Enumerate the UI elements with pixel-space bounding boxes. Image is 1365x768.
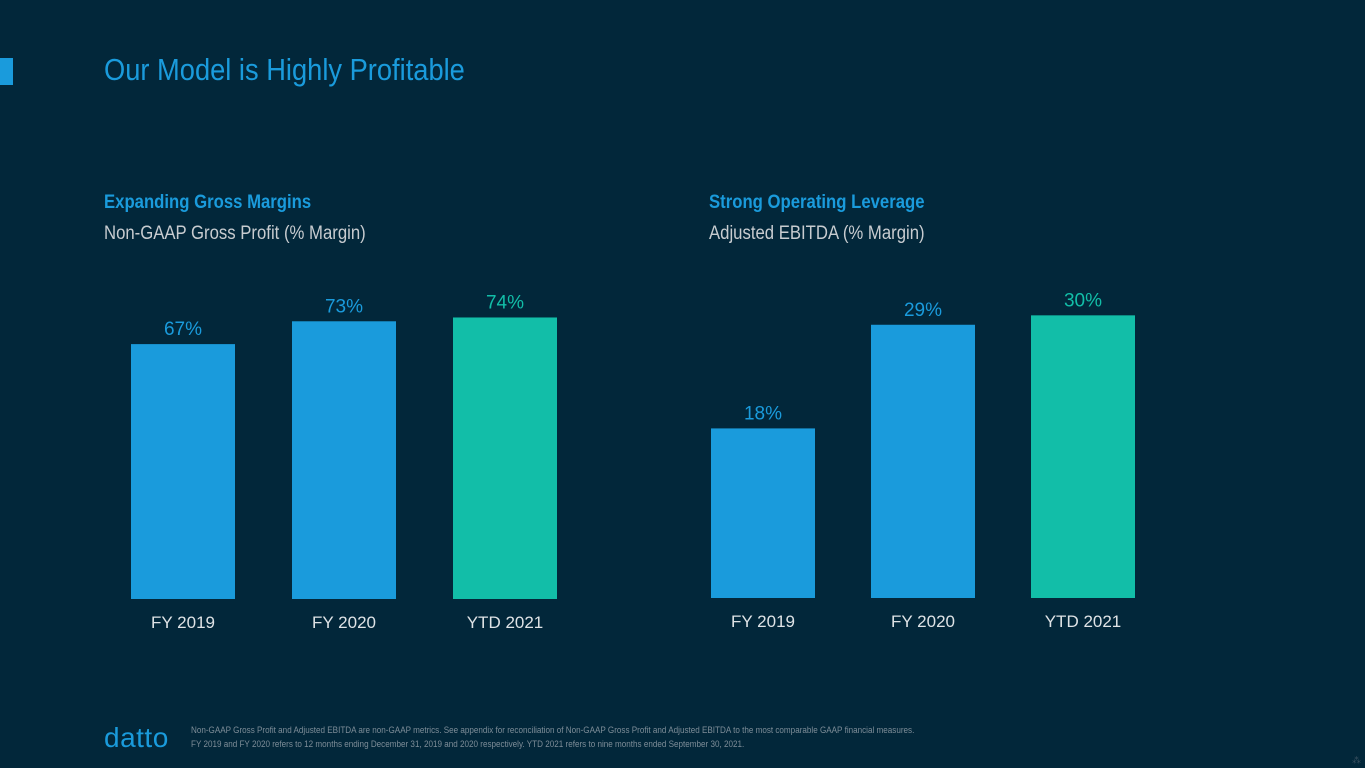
datto-logo: datto (104, 722, 169, 753)
ebitda-margin-value-label-ytd-2021: 30% (1064, 290, 1102, 311)
right-panel-subheading: Adjusted EBITDA (% Margin) (709, 223, 925, 244)
ebitda-margin-bar-fy-2020 (871, 324, 975, 598)
ebitda-margin-tick-label-fy-2020: FY 2020 (891, 612, 955, 631)
left-panel-heading: Expanding Gross Margins (104, 192, 312, 213)
gross-margin-value-label-fy-2019: 67% (164, 319, 202, 340)
gross-margin-value-label-ytd-2021: 74% (486, 292, 524, 313)
gross-margin-bar-fy-2019 (131, 344, 235, 599)
footnote-line-1: Non-GAAP Gross Profit and Adjusted EBITD… (191, 725, 915, 735)
title-accent-tab (0, 58, 13, 85)
gross-margin-bar-ytd-2021 (453, 317, 557, 599)
ebitda-margin-value-label-fy-2019: 18% (744, 403, 782, 424)
ebitda-margin-tick-label-ytd-2021: YTD 2021 (1045, 612, 1122, 631)
left-panel-subheading: Non-GAAP Gross Profit (% Margin) (104, 223, 366, 244)
page-title: Our Model is Highly Profitable (104, 52, 465, 87)
gross-margin-bar-fy-2020 (292, 321, 396, 599)
ebitda-margin-value-label-fy-2020: 29% (904, 300, 942, 321)
ebitda-margin-tick-label-fy-2019: FY 2019 (731, 612, 795, 631)
gross-margin-tick-label-fy-2019: FY 2019 (151, 613, 215, 632)
gross-margin-tick-label-fy-2020: FY 2020 (312, 613, 376, 632)
gross-margin-value-label-fy-2020: 73% (325, 296, 363, 317)
gross-margin-bar-chart: 67% FY 2019 73% FY 2020 74% YTD 2021 (131, 292, 557, 632)
ebitda-margin-bar-ytd-2021 (1031, 315, 1135, 598)
gross-margin-tick-label-ytd-2021: YTD 2021 (467, 613, 544, 632)
footnote-line-2: FY 2019 and FY 2020 refers to 12 months … (191, 739, 745, 749)
ebitda-margin-bar-chart: 18% FY 2019 29% FY 2020 30% YTD 2021 (711, 290, 1135, 631)
right-panel-heading: Strong Operating Leverage (709, 192, 925, 213)
ebitda-margin-bar-fy-2019 (711, 428, 815, 598)
corner-mark-icon: ⁂ (1352, 755, 1361, 765)
